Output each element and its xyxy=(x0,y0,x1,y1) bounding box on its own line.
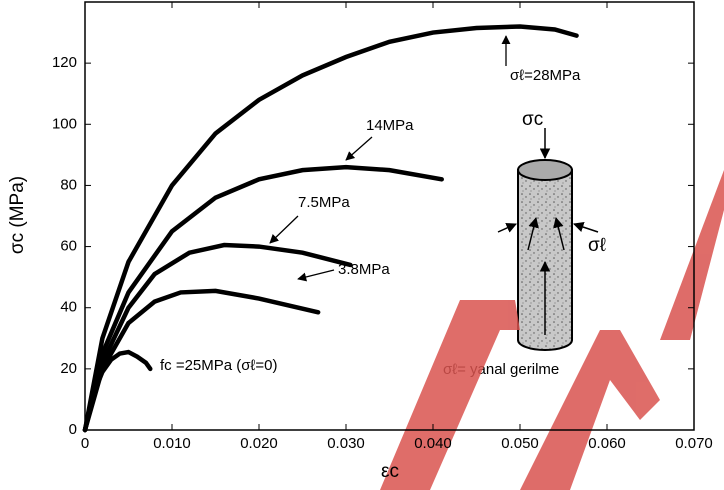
lateral-stress-label: σℓ xyxy=(588,235,606,256)
x-tick-label: 0.060 xyxy=(588,435,626,452)
label-arrow xyxy=(297,269,335,282)
curve-label: 3.8MPa xyxy=(338,261,390,278)
stress-strain-curve xyxy=(82,24,579,433)
y-tick-label: 120 xyxy=(52,54,77,71)
curve-label: 7.5MPa xyxy=(298,194,350,211)
y-axis-label: σc (MPa) xyxy=(7,176,28,254)
x-tick-label: 0.050 xyxy=(501,435,539,452)
y-tick-label: 60 xyxy=(60,238,77,255)
x-tick-label: 0.030 xyxy=(327,435,365,452)
x-tick-label: 0.040 xyxy=(414,435,452,452)
label-arrow xyxy=(269,215,299,244)
y-tick-label: 80 xyxy=(60,176,77,193)
x-tick-label: 0.020 xyxy=(240,435,278,452)
y-tick-label: 100 xyxy=(52,115,77,132)
x-tick-label: 0 xyxy=(81,435,89,452)
plot-frame xyxy=(84,1,695,431)
x-tick-label: 0.010 xyxy=(153,435,191,452)
stress-strain-curve xyxy=(82,242,353,433)
curve-label: 14MPa xyxy=(366,117,414,134)
curve-label: σℓ=28MPa xyxy=(510,67,581,84)
label-arrow xyxy=(345,136,373,161)
y-tick-label: 40 xyxy=(60,299,77,316)
watermark xyxy=(380,170,724,490)
stress-strain-curve xyxy=(82,288,321,433)
x-tick-label: 0.070 xyxy=(675,435,713,452)
axial-stress-label: σc xyxy=(522,109,543,130)
specimen-diagram: σc σℓ σℓ= yanal gerilme xyxy=(443,109,606,378)
curve-label: fc =25MPa (σℓ=0) xyxy=(160,357,278,374)
y-tick-label: 20 xyxy=(60,360,77,377)
stress-strain-curve xyxy=(82,164,444,433)
stress-strain-curve xyxy=(82,349,153,433)
y-tick-label: 0 xyxy=(69,421,77,438)
x-axis-label: εc xyxy=(381,461,399,482)
